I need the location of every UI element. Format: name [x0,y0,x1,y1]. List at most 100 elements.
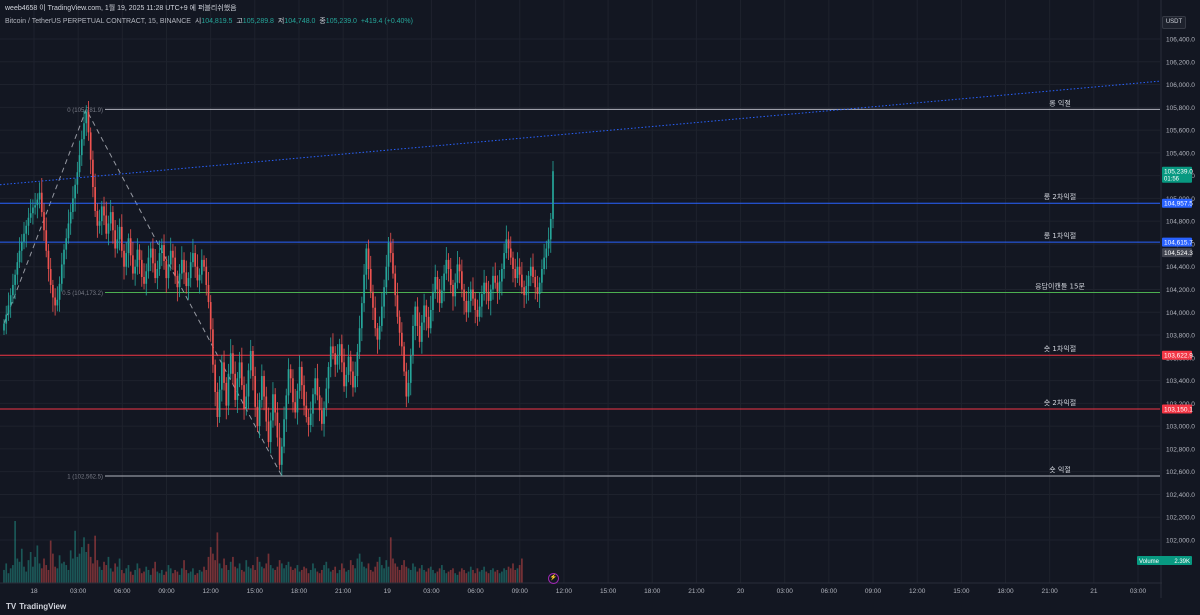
x-tick-label: 18:00 [997,588,1014,595]
level-label: 롱 2차익절 [1044,192,1076,201]
candle-body [67,223,70,239]
level-label: 숏 2차익절 [1044,398,1076,407]
volume-bar [329,571,332,583]
volume-bar [385,560,388,583]
candle-body [258,399,261,427]
volume-bar [112,571,114,583]
candle-body [36,199,39,206]
candle-body [118,226,121,240]
volume-bar [134,569,136,583]
fib-label: 0.5 (104,173.2) [62,291,103,297]
currency-button[interactable]: USDT [1162,16,1186,29]
volume-bar [483,566,485,583]
volume-bar [298,571,301,583]
candle-body [216,391,219,418]
candle-body [194,253,196,267]
candle-body [365,248,368,275]
volume-bar [196,573,199,583]
volume-bar [154,561,156,583]
volume-bar [436,571,439,583]
lightning-icon[interactable]: ⚡ [548,573,559,584]
candle-body [18,250,21,263]
volume-bar [32,566,34,583]
footer [0,598,1200,615]
volume-bar [334,566,337,583]
candle-body [427,316,430,329]
candle-body [518,266,521,275]
candle-body [203,259,205,267]
candle-body [552,171,554,219]
volume-bar [65,565,68,583]
volume-bar [129,571,132,583]
volume-bar [307,573,310,583]
candle-body [120,226,123,251]
candle-body [305,405,308,418]
volume-bar [465,573,468,583]
volume-bar [23,566,25,583]
candle-body [116,239,119,249]
candle-body [145,271,148,284]
volume-bar [367,563,370,583]
candle-body [176,275,179,288]
volume-bar [218,563,221,583]
volume-bar [449,569,452,583]
volume-bar [105,565,108,583]
candle-body [263,376,265,397]
volume-bar [16,558,19,583]
volume-bar [14,521,16,583]
candle-body [278,437,281,465]
volume-bar [434,573,437,583]
volume-bar [147,569,150,583]
candle-body [23,233,25,242]
volume-bar [438,568,441,583]
candle-body [438,289,441,304]
candle-body [323,407,325,424]
y-tick-label: 106,000.0 [1166,82,1195,89]
candle-body [272,394,274,421]
volume-bar [20,548,23,583]
volume-bar [227,569,230,583]
candle-body [134,266,136,274]
close-label: 종 [319,18,326,25]
volume-bar [309,569,312,583]
volume-bar [60,563,63,583]
volume-bar [347,569,350,583]
volume-bar [501,571,503,583]
volume-bar [472,569,474,583]
candle-body [105,215,108,234]
candle-body [147,257,150,272]
symbol-name[interactable]: Bitcoin / TetherUS PERPETUAL CONTRACT, 1… [5,18,191,25]
candle-body [412,325,414,356]
candle-body [167,264,170,279]
open-label: 시 [194,18,202,25]
candle-body [352,371,354,388]
candle-body [87,111,90,133]
volume-bar [487,573,490,583]
candle-body [56,299,59,306]
volume-bar [456,574,459,583]
volume-bar [249,568,252,583]
volume-bar [474,573,477,583]
x-tick-label: 03:00 [423,588,440,595]
candle-body [478,306,481,317]
y-tick-label: 106,200.0 [1166,59,1195,66]
tradingview-logo[interactable]: TV TradingView [6,602,66,611]
volume-bar [127,565,130,583]
candle-body [125,253,128,267]
volume-bar [363,566,365,583]
candle-body [283,419,285,447]
volume-bar [476,568,479,583]
volume-bar [92,563,94,583]
candle-body [60,264,63,284]
candle-body [441,290,443,304]
volume-bar [207,556,210,583]
candle-body [512,257,514,270]
volume-bar [160,569,163,583]
y-tick-label: 103,400.0 [1166,378,1195,385]
x-tick-label: 03:00 [70,588,87,595]
volume-bar [56,568,59,583]
candle-body [207,284,210,303]
volume-bar [376,561,379,583]
volume-bar [49,540,52,583]
